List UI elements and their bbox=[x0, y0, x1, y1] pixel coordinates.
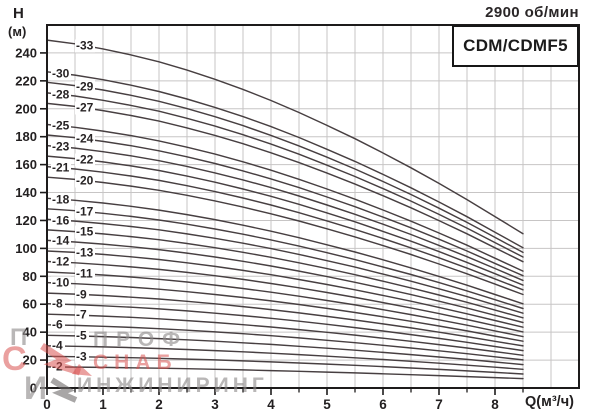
plot-border bbox=[46, 24, 580, 389]
y-tick-label: 80 bbox=[23, 269, 37, 284]
pump-curve bbox=[46, 229, 524, 319]
x-tick-label: 4 bbox=[267, 397, 275, 412]
y-axis-title: H bbox=[13, 5, 24, 22]
pump-curve bbox=[46, 197, 524, 305]
pump-curve bbox=[46, 218, 524, 314]
pump-curve bbox=[46, 134, 524, 277]
pump-curve bbox=[46, 334, 524, 366]
pump-curve bbox=[46, 324, 524, 361]
pump-curve bbox=[46, 260, 524, 333]
pump-curve bbox=[46, 176, 524, 296]
pump-curves bbox=[46, 39, 524, 380]
pump-curve bbox=[46, 271, 524, 338]
pump-curve bbox=[46, 165, 524, 291]
y-tick-label: 140 bbox=[15, 185, 37, 200]
y-tick-label: 20 bbox=[23, 353, 37, 368]
pump-curve bbox=[46, 81, 524, 254]
y-tick-label: 40 bbox=[23, 325, 37, 340]
x-tick-label: 8 bbox=[491, 397, 499, 412]
pump-curve bbox=[46, 71, 524, 249]
model-box: CDM/CDMF5 bbox=[452, 25, 579, 67]
y-tick-label: 60 bbox=[23, 297, 37, 312]
y-tick-label: 160 bbox=[15, 157, 37, 172]
x-tick-label: 1 bbox=[99, 397, 107, 412]
y-tick-label: 180 bbox=[15, 129, 37, 144]
pump-curve bbox=[46, 92, 524, 258]
y-tick-label: 200 bbox=[15, 101, 37, 116]
pump-curve bbox=[46, 208, 524, 310]
x-axis-ticks: 0 1 2 3 4 5 6 7 8 bbox=[43, 388, 524, 412]
pump-curve bbox=[46, 366, 524, 380]
pump-curve bbox=[46, 292, 524, 347]
pump-curve bbox=[46, 239, 524, 324]
pump-curve bbox=[46, 123, 524, 272]
y-tick-label: 240 bbox=[15, 45, 37, 60]
model-label: CDM/CDMF5 bbox=[463, 36, 568, 55]
pump-curve bbox=[46, 302, 524, 352]
pump-curve bbox=[46, 144, 524, 282]
y-tick-label: 100 bbox=[15, 241, 37, 256]
pump-curve bbox=[46, 281, 524, 342]
pump-curve bbox=[46, 250, 524, 328]
x-axis-title: Q(м³/ч) bbox=[525, 394, 574, 410]
y-tick-label: 0 bbox=[30, 381, 37, 396]
y-axis-unit: (м) bbox=[8, 24, 27, 39]
pump-curve bbox=[46, 355, 524, 375]
pump-curve bbox=[46, 313, 524, 357]
x-tick-label: 5 bbox=[323, 397, 331, 412]
y-tick-label: 220 bbox=[15, 73, 37, 88]
pump-curve bbox=[46, 39, 524, 235]
x-tick-label: 6 bbox=[379, 397, 387, 412]
pump-curve bbox=[46, 102, 524, 263]
x-tick-label: 0 bbox=[43, 397, 51, 412]
rpm-label: 2900 об/мин bbox=[485, 4, 579, 21]
x-tick-label: 7 bbox=[435, 397, 443, 412]
y-tick-label: 120 bbox=[15, 213, 37, 228]
pump-curve bbox=[46, 345, 524, 371]
x-tick-label: 2 bbox=[155, 397, 163, 412]
y-axis-ticks: 0 20 40 60 80 100 120 140 160 180 200 220 240 bbox=[15, 45, 47, 396]
pump-curve bbox=[46, 155, 524, 286]
x-tick-label: 3 bbox=[211, 397, 219, 412]
